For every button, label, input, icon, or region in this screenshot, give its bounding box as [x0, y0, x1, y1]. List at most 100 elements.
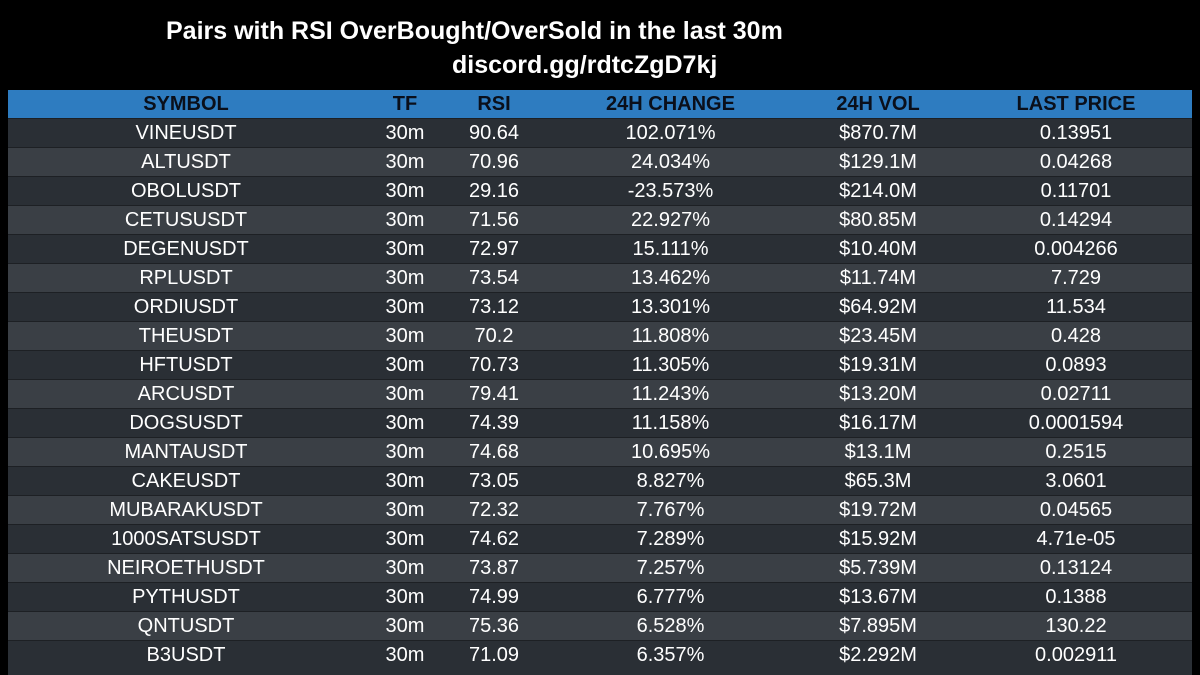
cell-rsi: 74.68: [468, 441, 520, 463]
cell-last-price: 0.428: [1050, 325, 1102, 347]
cell-rsi: 71.56: [468, 209, 520, 231]
cell-24h-vol: $13.1M: [844, 441, 912, 463]
cell-last-price: 4.71e-05: [1036, 528, 1116, 550]
column-header-rsi: RSI: [477, 93, 511, 115]
table-row: ALTUSDT 30m 70.96 24.034% $129.1M 0.04268: [8, 147, 1192, 176]
cell-rsi: 90.64: [468, 122, 520, 144]
table-row: MANTAUSDT 30m 74.68 10.695% $13.1M 0.2515: [8, 437, 1192, 466]
table-row: DOGSUSDT 30m 74.39 11.158% $16.17M 0.0001594: [8, 408, 1192, 437]
cell-24h-vol: $11.74M: [839, 267, 917, 289]
cell-last-price: 0.002911: [1035, 644, 1117, 666]
cell-last-price: 0.13124: [1039, 557, 1113, 579]
table-row: RPLUSDT 30m 73.54 13.462% $11.74M 7.729: [8, 263, 1192, 292]
cell-symbol: THEUSDT: [138, 325, 234, 347]
cell-symbol: VINEUSDT: [135, 122, 237, 144]
column-header-24h-change: 24H CHANGE: [606, 93, 735, 115]
cell-rsi: 70.73: [468, 354, 520, 376]
cell-24h-change: 102.071%: [625, 122, 716, 144]
cell-tf: 30m: [385, 470, 425, 492]
cell-24h-vol: $80.85M: [839, 209, 917, 231]
cell-24h-change: 11.305%: [631, 354, 710, 376]
cell-symbol: QNTUSDT: [137, 615, 235, 637]
cell-24h-change: 11.808%: [631, 325, 710, 347]
cell-24h-change: 22.927%: [631, 209, 710, 231]
cell-24h-change: 6.528%: [636, 615, 705, 637]
cell-tf: 30m: [385, 122, 425, 144]
cell-tf: 30m: [385, 383, 425, 405]
cell-symbol: HFTUSDT: [139, 354, 233, 376]
cell-24h-vol: $5.739M: [839, 557, 917, 579]
cell-tf: 30m: [385, 209, 425, 231]
cell-24h-change: 11.243%: [631, 383, 710, 405]
cell-rsi: 74.39: [468, 412, 520, 434]
table-row: NEIROETHUSDT 30m 73.87 7.257% $5.739M 0.13124: [8, 553, 1192, 582]
cell-tf: 30m: [385, 412, 425, 434]
table-row: ARCUSDT 30m 79.41 11.243% $13.20M 0.02711: [8, 379, 1192, 408]
cell-last-price: 0.13951: [1039, 122, 1113, 144]
cell-tf: 30m: [385, 267, 425, 289]
cell-tf: 30m: [385, 151, 425, 173]
cell-last-price: 130.22: [1045, 615, 1107, 637]
cell-symbol: CETUSUSDT: [124, 209, 248, 231]
cell-24h-vol: $129.1M: [839, 151, 917, 173]
cell-last-price: 0.1388: [1045, 586, 1107, 608]
cell-symbol: PYTHUSDT: [132, 586, 240, 608]
cell-tf: 30m: [385, 615, 425, 637]
table-row: CAKEUSDT 30m 73.05 8.827% $65.3M 3.0601: [8, 466, 1192, 495]
cell-symbol: ALTUSDT: [141, 151, 231, 173]
cell-24h-vol: $65.3M: [844, 470, 912, 492]
cell-rsi: 70.2: [474, 325, 514, 347]
cell-rsi: 72.97: [468, 238, 520, 260]
cell-24h-vol: $19.31M: [839, 354, 917, 376]
table-header: SYMBOL TF RSI 24H CHANGE 24H VOL LAST PR…: [8, 90, 1192, 118]
cell-tf: 30m: [385, 238, 425, 260]
cell-24h-change: 7.767%: [636, 499, 705, 521]
cell-tf: 30m: [385, 528, 425, 550]
cell-tf: 30m: [385, 441, 425, 463]
cell-last-price: 0.0893: [1045, 354, 1107, 376]
cell-24h-change: 15.111%: [632, 238, 709, 260]
cell-24h-vol: $23.45M: [839, 325, 917, 347]
cell-tf: 30m: [385, 354, 425, 376]
table-row: QNTUSDT 30m 75.36 6.528% $7.895M 130.22: [8, 611, 1192, 640]
cell-24h-vol: $13.20M: [839, 383, 917, 405]
cell-tf: 30m: [385, 296, 425, 318]
cell-24h-vol: $13.67M: [839, 586, 917, 608]
cell-24h-change: -23.573%: [627, 180, 714, 202]
cell-24h-change: 13.462%: [631, 267, 710, 289]
cell-rsi: 75.36: [468, 615, 520, 637]
column-header-tf: TF: [392, 93, 418, 115]
table-row: HFTUSDT 30m 70.73 11.305% $19.31M 0.0893: [8, 350, 1192, 379]
cell-tf: 30m: [385, 180, 425, 202]
cell-last-price: 0.004266: [1034, 238, 1118, 260]
cell-tf: 30m: [385, 644, 425, 666]
cell-last-price: 11.534: [1046, 296, 1106, 318]
cell-last-price: 3.0601: [1045, 470, 1107, 492]
discord-link: discord.gg/rdtcZgD7kj: [452, 51, 718, 79]
table-row: THEUSDT 30m 70.2 11.808% $23.45M 0.428: [8, 321, 1192, 350]
cell-symbol: ARCUSDT: [137, 383, 235, 405]
table-body: VINEUSDT 30m 90.64 102.071% $870.7M 0.13951 AL…: [8, 118, 1192, 669]
page-title: Pairs with RSI OverBought/OverSold in th…: [166, 17, 783, 45]
cell-24h-change: 11.158%: [631, 412, 710, 434]
cell-symbol: MANTAUSDT: [124, 441, 248, 463]
column-header-last-price: LAST PRICE: [1016, 93, 1136, 115]
table-row: VINEUSDT 30m 90.64 102.071% $870.7M 0.13951: [8, 118, 1192, 147]
cell-last-price: 0.02711: [1040, 383, 1112, 405]
cell-24h-vol: $7.895M: [839, 615, 917, 637]
cell-last-price: 0.04565: [1039, 499, 1113, 521]
table-row: DEGENUSDT 30m 72.97 15.111% $10.40M 0.004266: [8, 234, 1192, 263]
cell-rsi: 70.96: [468, 151, 520, 173]
table-row: B3USDT 30m 71.09 6.357% $2.292M 0.002911: [8, 640, 1192, 669]
cell-rsi: 73.54: [468, 267, 520, 289]
cell-symbol: 1000SATSUSDT: [111, 528, 261, 550]
cell-rsi: 79.41: [468, 383, 520, 405]
column-header-24h-vol: 24H VOL: [836, 93, 920, 115]
cell-24h-vol: $16.17M: [839, 412, 917, 434]
table-row: CETUSUSDT 30m 71.56 22.927% $80.85M 0.14294: [8, 205, 1192, 234]
cell-24h-change: 10.695%: [631, 441, 710, 463]
cell-rsi: 29.16: [468, 180, 520, 202]
column-header-symbol: SYMBOL: [143, 93, 229, 115]
cell-last-price: 0.0001594: [1028, 412, 1124, 434]
cell-last-price: 0.11701: [1040, 180, 1112, 202]
